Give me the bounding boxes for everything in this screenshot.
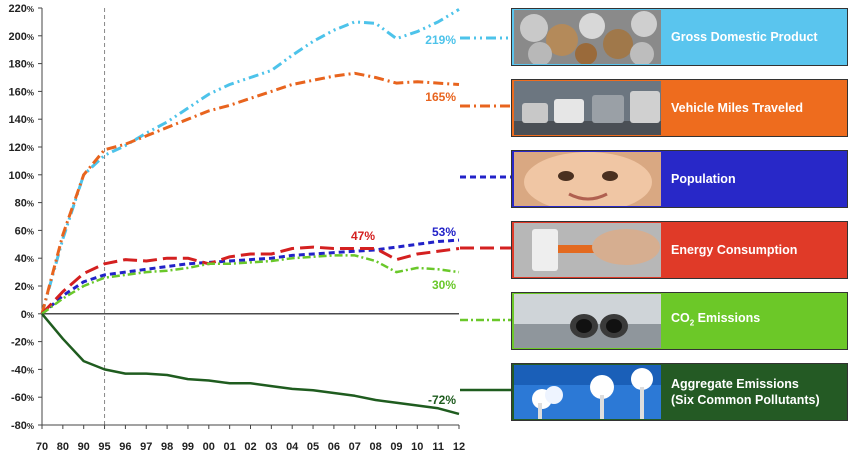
legend-label: Aggregate Emissions (Six Common Pollutant…	[661, 376, 847, 408]
series-line-0	[40, 8, 460, 315]
legend-label: Population	[661, 171, 847, 187]
y-tick-label: 80%	[15, 198, 34, 210]
y-tick-label: -80%	[11, 420, 34, 432]
x-tick-label: 00	[203, 441, 215, 453]
legend-label-line1: Vehicle Miles Traveled	[671, 101, 804, 115]
y-tick-label: 220%	[9, 3, 34, 15]
y-tick-label: 40%	[15, 253, 34, 265]
x-tick-label: 97	[140, 441, 152, 453]
y-tick-label: 180%	[9, 59, 34, 71]
x-tick-label: 95	[98, 441, 110, 453]
legend-item-4: CO2 Emissions	[511, 292, 848, 350]
legend-label: Vehicle Miles Traveled	[661, 100, 847, 116]
x-tick-label: 12	[453, 441, 465, 453]
legend-label-line1: Aggregate Emissions	[671, 377, 799, 391]
x-tick-label: 05	[307, 441, 319, 453]
x-tick-label: 10	[411, 441, 423, 453]
x-tick-label: 70	[36, 441, 48, 453]
x-tick-label: 98	[161, 441, 173, 453]
coins-photo	[514, 10, 661, 66]
traffic-photo	[514, 81, 661, 135]
legend-label-line1: Energy Consumption	[671, 243, 798, 257]
legend-label: Energy Consumption	[661, 242, 847, 258]
x-tick-label: 99	[182, 441, 194, 453]
legend-item-5: Aggregate Emissions (Six Common Pollutant…	[511, 363, 848, 421]
x-tick-label: 11	[432, 441, 444, 453]
y-tick-label: -20%	[11, 337, 34, 349]
y-tick-label: 120%	[9, 142, 34, 154]
x-tick-label: 96	[119, 441, 131, 453]
end-label-1: 165%	[425, 90, 456, 104]
end-label-2: 53%	[432, 225, 456, 239]
y-tick-label: 0%	[21, 309, 34, 321]
x-tick-label: 03	[265, 441, 277, 453]
series-line-5	[41, 312, 460, 416]
legend-item-3: Energy Consumption	[511, 221, 848, 279]
x-tick-label: 04	[286, 441, 299, 453]
x-tick-label: 09	[390, 441, 402, 453]
end-label-3: 47%	[351, 229, 375, 243]
y-tick-label: 60%	[15, 225, 34, 237]
x-tick-label: 90	[78, 441, 90, 453]
x-tick-label: 07	[349, 441, 361, 453]
legend-item-0: Gross Domestic Product	[511, 8, 848, 66]
series-line-3	[40, 245, 460, 315]
end-label-4: 30%	[432, 278, 456, 292]
exhaust-photo	[514, 294, 661, 348]
legend-label-line1: Population	[671, 172, 736, 186]
legend-label-line1: Gross Domestic Product	[671, 30, 818, 44]
x-tick-label: 08	[369, 441, 381, 453]
legend-item-1: Vehicle Miles Traveled	[511, 79, 848, 137]
x-tick-label: 01	[224, 441, 236, 453]
y-tick-label: -40%	[11, 364, 34, 376]
y-tick-label: 20%	[15, 281, 34, 293]
legend-label-line1: CO2 Emissions	[671, 311, 761, 328]
x-tick-label: 80	[57, 441, 69, 453]
baby-photo	[514, 152, 661, 212]
legend-label-line2: (Six Common Pollutants)	[671, 393, 820, 407]
legend-label: Gross Domestic Product	[661, 29, 847, 45]
y-tick-label: 140%	[9, 114, 34, 126]
y-tick-label: 160%	[9, 86, 34, 98]
end-label-5: -72%	[428, 393, 456, 407]
x-tick-label: 06	[328, 441, 340, 453]
end-label-0: 219%	[425, 33, 456, 47]
legend-item-2: Population	[511, 150, 848, 212]
x-tick-label: 02	[244, 441, 256, 453]
series-line-1	[40, 71, 460, 315]
series-line-2	[41, 238, 460, 315]
series-line-4	[41, 254, 460, 315]
plug-photo	[514, 223, 661, 277]
legend-label: CO2 Emissions	[661, 310, 847, 332]
smokestacks-photo	[514, 365, 661, 419]
y-tick-label: -60%	[11, 392, 34, 404]
y-tick-label: 200%	[9, 31, 34, 43]
y-tick-label: 100%	[9, 170, 34, 182]
